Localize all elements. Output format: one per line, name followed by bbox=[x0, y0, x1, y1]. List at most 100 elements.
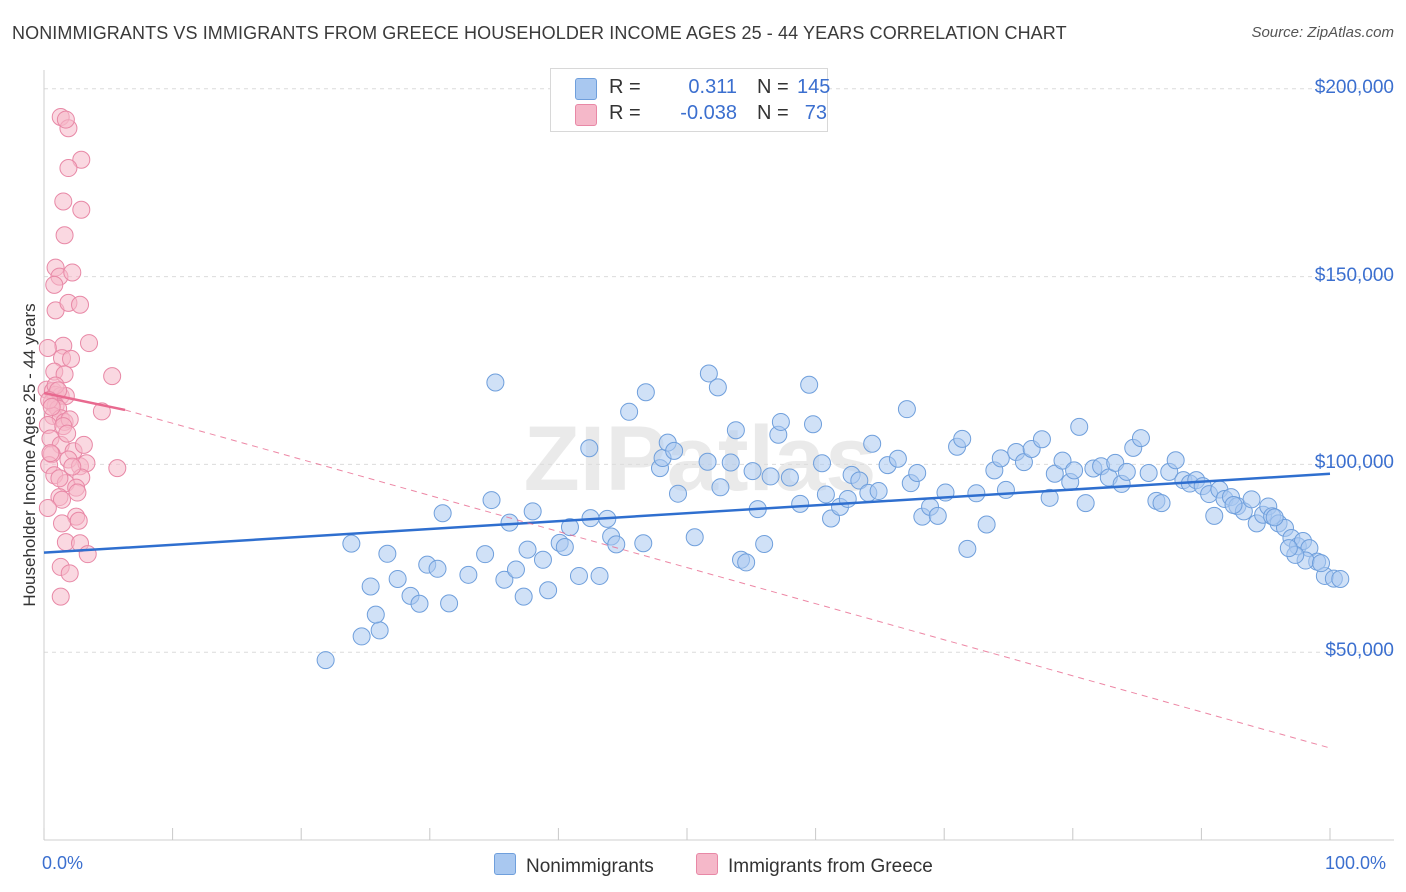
nonimmigrants-point bbox=[991, 449, 1010, 468]
nonimmigrants-point bbox=[1224, 495, 1243, 514]
nonimmigrants-point bbox=[433, 504, 452, 523]
nonimmigrants-point bbox=[771, 412, 790, 431]
nonimmigrants-point bbox=[539, 581, 558, 600]
immigrants-greece-point bbox=[63, 457, 82, 476]
nonimmigrants-point bbox=[869, 482, 888, 501]
immigrants-greece-point bbox=[58, 424, 77, 443]
nonimmigrants-point bbox=[440, 594, 459, 613]
immigrants-greece-point bbox=[62, 349, 81, 368]
trend-lines bbox=[43, 391, 1331, 749]
immigrants-greece-point bbox=[78, 545, 97, 564]
nonimmigrants-point bbox=[514, 587, 533, 606]
nonimmigrants-point bbox=[1205, 506, 1224, 525]
nonimmigrants-point bbox=[780, 468, 799, 487]
nonimmigrants-point bbox=[634, 534, 653, 553]
immigrants-greece-legend-swatch bbox=[696, 853, 718, 875]
bottom-legend-immigrants-greece: Immigrants from Greece bbox=[696, 853, 933, 878]
immigrants-greece-point bbox=[38, 498, 57, 517]
immigrants-greece-point bbox=[38, 338, 57, 357]
nonimmigrants-point bbox=[958, 539, 977, 558]
nonimmigrants-point bbox=[977, 515, 996, 534]
immigrants-greece-point bbox=[59, 159, 78, 178]
nonimmigrants-point bbox=[607, 535, 626, 554]
nonimmigrants-point bbox=[761, 467, 780, 486]
immigrants-greece-point bbox=[56, 110, 75, 129]
nonimmigrants-point bbox=[897, 400, 916, 419]
nonimmigrants-point bbox=[699, 364, 718, 383]
nonimmigrants-point bbox=[370, 621, 389, 640]
immigrants-greece-point bbox=[103, 367, 122, 386]
immigrants-greece-point bbox=[54, 192, 73, 211]
nonimmigrants-point bbox=[928, 506, 947, 525]
nonimmigrants-point bbox=[804, 415, 823, 434]
nonimmigrants-point bbox=[1152, 494, 1171, 513]
nonimmigrants-point bbox=[590, 566, 609, 585]
immigrants-greece-point bbox=[72, 200, 91, 219]
immigrants-greece-point bbox=[50, 469, 69, 488]
immigrants-greece-legend-label: Immigrants from Greece bbox=[728, 856, 933, 877]
nonimmigrants-point bbox=[569, 566, 588, 585]
nonimmigrants-point bbox=[888, 449, 907, 468]
nonimmigrants-point bbox=[708, 378, 727, 397]
nonimmigrants-point bbox=[378, 544, 397, 563]
x-tick-label-min: 0.0% bbox=[42, 853, 84, 873]
nonimmigrants-point bbox=[518, 540, 537, 559]
nonimmigrants-point bbox=[863, 434, 882, 453]
nonimmigrants-point bbox=[685, 528, 704, 547]
immigrants-greece-point bbox=[41, 444, 60, 463]
immigrants-greece-trend-line bbox=[43, 391, 126, 412]
nonimmigrants-point bbox=[486, 373, 505, 392]
legend-n-label: N = bbox=[757, 102, 789, 124]
immigrants-greece-point bbox=[45, 275, 64, 294]
nonimmigrants-point bbox=[352, 627, 371, 646]
y-tick-label: $150,000 bbox=[1314, 264, 1394, 286]
nonimmigrants-point bbox=[1242, 490, 1261, 509]
immigrants-greece-point bbox=[68, 483, 87, 502]
nonimmigrants-point bbox=[555, 538, 574, 557]
immigrants-greece-point bbox=[60, 564, 79, 583]
nonimmigrants-point bbox=[1166, 451, 1185, 470]
immigrants-greece-point bbox=[72, 150, 91, 169]
x-tick-label-max: 100.0% bbox=[1325, 853, 1387, 873]
nonimmigrants-point bbox=[560, 518, 579, 537]
nonimmigrants-points bbox=[316, 364, 1350, 670]
immigrants-from-greece-points bbox=[37, 107, 127, 606]
nonimmigrants-point bbox=[1032, 430, 1051, 449]
nonimmigrants-point bbox=[1070, 417, 1089, 436]
nonimmigrants-point bbox=[1065, 461, 1084, 480]
nonimmigrants-point bbox=[342, 534, 361, 553]
nonimmigrants-point bbox=[711, 478, 730, 497]
nonimmigrants-point bbox=[495, 570, 514, 589]
nonimmigrants-point bbox=[1311, 554, 1330, 573]
nonimmigrants-point bbox=[800, 375, 819, 394]
nonimmigrants-point bbox=[580, 439, 599, 458]
nonimmigrants-point bbox=[410, 594, 429, 613]
immigrants-greece-point bbox=[53, 514, 72, 533]
nonimmigrants-point bbox=[620, 402, 639, 421]
nonimmigrants-point bbox=[816, 485, 835, 504]
legend-n-label: N = bbox=[757, 76, 789, 98]
nonimmigrants-point bbox=[967, 484, 986, 503]
nonimmigrants-legend-swatch bbox=[494, 853, 516, 875]
nonimmigrants-point bbox=[533, 550, 552, 569]
legend-r-value: -0.038 bbox=[680, 102, 737, 124]
nonimmigrants-point bbox=[316, 651, 335, 670]
immigrants-greece-swatch bbox=[575, 104, 597, 126]
nonimmigrants-point bbox=[482, 491, 501, 510]
immigrants-greece-point bbox=[80, 334, 99, 353]
nonimmigrants-point bbox=[1331, 569, 1350, 588]
immigrants-greece-point bbox=[53, 490, 72, 509]
immigrants-greece-point bbox=[55, 226, 74, 245]
nonimmigrants-point bbox=[1076, 494, 1095, 513]
legend-r-label: R = bbox=[609, 102, 641, 124]
y-tick-label: $100,000 bbox=[1314, 452, 1394, 474]
nonimmigrants-point bbox=[996, 480, 1015, 499]
legend-n-value: 145 bbox=[797, 76, 831, 98]
nonimmigrants-point bbox=[1117, 462, 1136, 481]
nonimmigrants-point bbox=[476, 545, 495, 564]
nonimmigrants-legend-label: Nonimmigrants bbox=[526, 856, 654, 877]
legend-n-value: 73 bbox=[804, 102, 827, 124]
nonimmigrants-point bbox=[850, 471, 869, 490]
gridlines bbox=[44, 88, 1394, 653]
